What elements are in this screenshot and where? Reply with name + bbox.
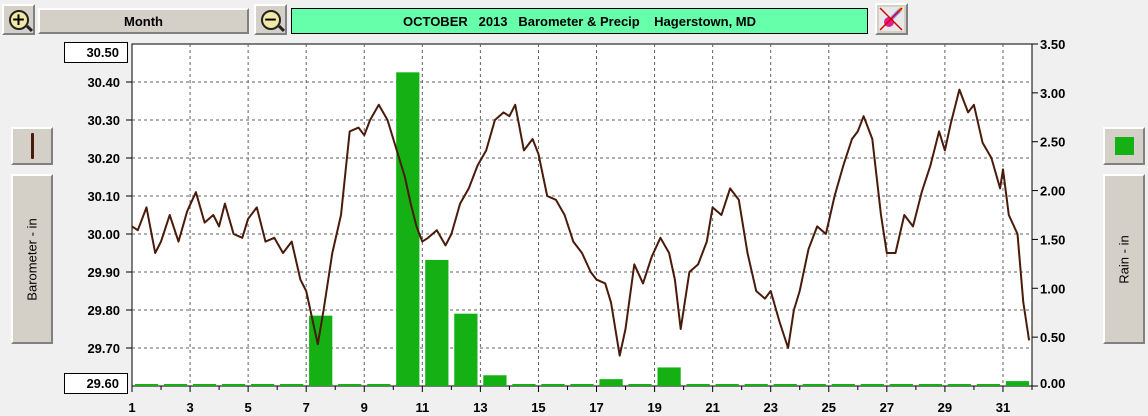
x-tick-label: 11 <box>415 400 429 415</box>
rain-zero-mark <box>686 384 710 386</box>
zoom-in-icon: + <box>8 9 33 32</box>
rain-legend-button[interactable] <box>1103 127 1145 165</box>
x-tick-label: 1 <box>128 400 135 415</box>
x-tick-label: 15 <box>531 400 545 415</box>
x-tick-label: 23 <box>763 400 777 415</box>
zoom-out-button[interactable]: − <box>254 4 287 35</box>
zoom-out-icon: − <box>260 9 285 32</box>
grid-layer <box>132 44 1032 386</box>
period-label: Month <box>124 13 163 29</box>
rain-bar <box>599 379 623 386</box>
rain-bar <box>483 375 507 386</box>
y-left-tick-label: 30.20 <box>87 151 120 166</box>
x-tick-label: 27 <box>880 400 894 415</box>
x-tick-label: 21 <box>705 400 719 415</box>
barometer-line-layer <box>131 88 1031 357</box>
y-right-tick-label: 1.50 <box>1040 232 1065 247</box>
x-tick-label: 17 <box>589 400 603 415</box>
barometer-line <box>131 88 1031 357</box>
y-left-tick-label: 30.10 <box>87 189 120 204</box>
barometer-legend-button[interactable] <box>11 127 53 165</box>
rain-bar <box>657 367 681 386</box>
rain-zero-mark <box>163 384 188 386</box>
rain-zero-mark <box>918 384 942 386</box>
rain-zero-mark <box>628 384 652 386</box>
rain-zero-mark <box>251 384 275 386</box>
y-left-tick-label: 29.80 <box>87 303 120 318</box>
rain-zero-mark <box>338 384 362 386</box>
line-swatch-icon <box>30 133 34 159</box>
rain-zero-mark <box>744 384 768 386</box>
rain-bar <box>425 259 449 386</box>
y-right-tick-label: 3.50 <box>1040 37 1065 52</box>
rain-bars-layer <box>134 72 1030 386</box>
axis-layer: 1 3 5 7 9 11 13 15 17 19 21 23 25 27 29 3130.4030.3030.… <box>87 37 1065 415</box>
rain-zero-mark <box>976 384 1001 386</box>
y-left-tick-label: 30.30 <box>87 113 120 128</box>
rain-zero-mark <box>512 384 536 386</box>
x-tick-label: 13 <box>473 400 487 415</box>
rain-zero-mark <box>192 384 217 386</box>
left-axis-bottom-value: 29.60 <box>64 373 128 394</box>
rain-bar <box>1005 381 1030 386</box>
x-tick-label: 29 <box>938 400 952 415</box>
y-left-tick-label: 29.90 <box>87 265 120 280</box>
x-tick-label: 5 <box>245 400 252 415</box>
chart-title: OCTOBER 2013 Barometer & Precip Hagersto… <box>291 8 868 34</box>
y-right-tick-label: 2.00 <box>1040 184 1065 199</box>
paint-pen-icon <box>879 6 904 31</box>
rain-bar <box>454 313 478 386</box>
rain-zero-mark <box>280 384 304 386</box>
period-button[interactable]: Month <box>38 8 249 34</box>
x-tick-label: 9 <box>361 400 368 415</box>
y-right-tick-label: 3.00 <box>1040 86 1065 101</box>
rain-zero-mark <box>541 384 565 386</box>
y-left-tick-label: 29.70 <box>87 341 120 356</box>
y-right-tick-label: 2.50 <box>1040 135 1065 150</box>
rain-zero-mark <box>222 384 246 386</box>
bar-swatch-icon <box>1114 137 1134 155</box>
y-right-tick-label: 1.00 <box>1040 281 1065 296</box>
rain-zero-mark <box>570 384 594 386</box>
rain-bar <box>396 72 420 386</box>
y-right-tick-label: 0.00 <box>1040 376 1065 391</box>
barometer-axis-button[interactable]: Barometer - in <box>11 174 53 344</box>
rain-zero-mark <box>831 384 855 386</box>
rain-zero-mark <box>134 384 159 386</box>
x-tick-label: 25 <box>822 400 836 415</box>
x-tick-label: 3 <box>186 400 193 415</box>
rain-zero-mark <box>889 384 913 386</box>
rain-zero-mark <box>773 384 797 386</box>
rain-zero-mark <box>715 384 739 386</box>
rain-zero-mark <box>947 384 972 386</box>
plot-area <box>131 43 1033 387</box>
y-left-tick-label: 30.40 <box>87 75 120 90</box>
color-settings-button[interactable] <box>875 3 908 35</box>
x-tick-label: 7 <box>303 400 310 415</box>
rain-zero-mark <box>367 384 391 386</box>
rain-axis-button[interactable]: Rain - in <box>1103 174 1145 344</box>
rain-zero-mark <box>860 384 884 386</box>
x-tick-label: 31 <box>996 400 1010 415</box>
y-right-tick-label: 0.50 <box>1040 330 1065 345</box>
y-left-tick-label: 30.00 <box>87 227 120 242</box>
zoom-in-button[interactable]: + <box>2 4 35 35</box>
left-axis-top-value: 30.50 <box>64 42 128 63</box>
x-tick-label: 19 <box>647 400 661 415</box>
rain-zero-mark <box>802 384 826 386</box>
